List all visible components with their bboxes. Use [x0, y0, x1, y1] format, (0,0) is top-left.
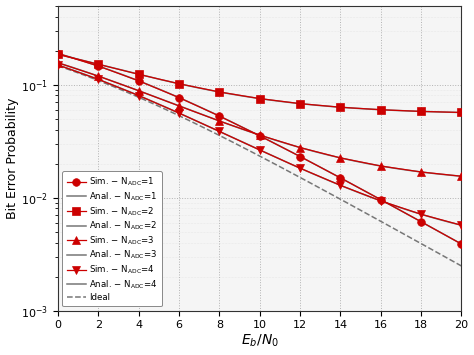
Y-axis label: Bit Error Probability: Bit Error Probability [6, 97, 18, 219]
X-axis label: $E_b/N_0$: $E_b/N_0$ [241, 333, 279, 349]
Legend: Sim. $-$ N$_{\mathrm{ADC}}$=1, Anal. $-$ N$_{\mathrm{ADC}}$=1, Sim. $-$ N$_{\mat: Sim. $-$ N$_{\mathrm{ADC}}$=1, Anal. $-$… [63, 171, 162, 306]
